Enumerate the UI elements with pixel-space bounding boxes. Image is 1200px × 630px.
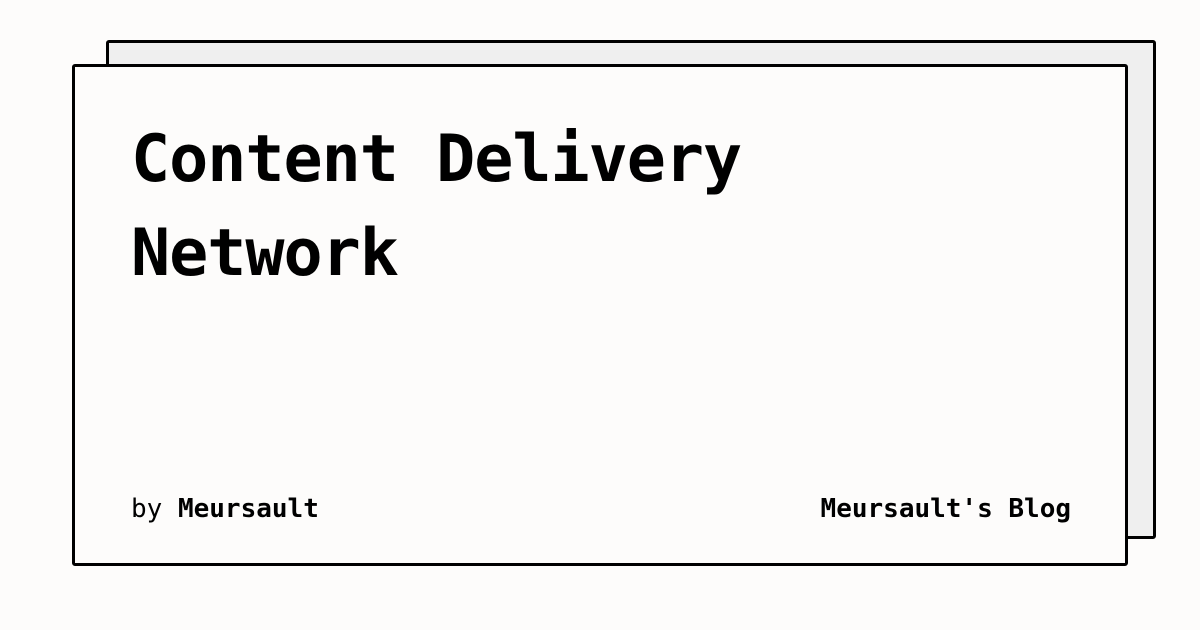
byline: by Meursault [131,491,319,527]
social-card: Content Delivery Network by Meursault Me… [72,64,1128,566]
byline-prefix: by [131,494,163,524]
blog-name: Meursault's Blog [820,494,1071,524]
author-name: Meursault [177,494,319,524]
post-title: Content Delivery Network [131,122,742,291]
